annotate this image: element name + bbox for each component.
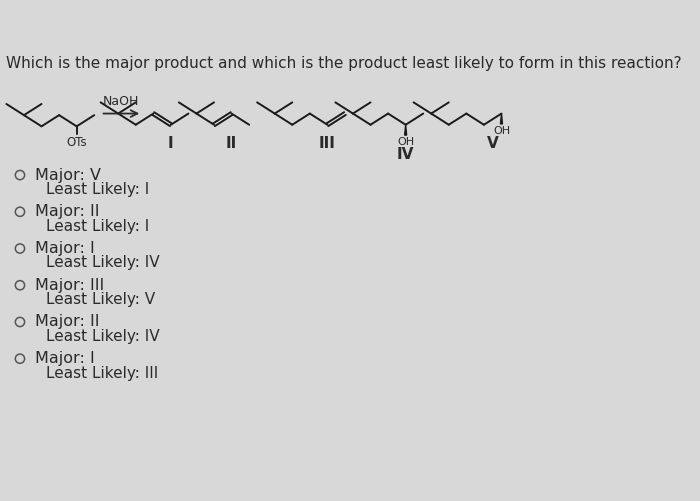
Text: Major: II: Major: II — [35, 315, 99, 330]
Text: II: II — [226, 136, 237, 151]
Text: IV: IV — [397, 147, 414, 162]
Text: OH: OH — [397, 137, 414, 147]
Text: Major: I: Major: I — [35, 241, 95, 256]
Text: Which is the major product and which is the product least likely to form in this: Which is the major product and which is … — [6, 56, 682, 71]
Text: Least Likely: I: Least Likely: I — [46, 218, 149, 233]
Text: OTs: OTs — [66, 136, 87, 149]
Text: Major: V: Major: V — [35, 167, 101, 182]
Text: Major: II: Major: II — [35, 204, 99, 219]
Text: Least Likely: IV: Least Likely: IV — [46, 256, 159, 271]
Text: Major: III: Major: III — [35, 278, 104, 293]
Text: III: III — [319, 136, 336, 151]
Text: Least Likely: I: Least Likely: I — [46, 182, 149, 197]
Text: V: V — [486, 136, 498, 151]
Text: Major: I: Major: I — [35, 351, 95, 366]
Polygon shape — [500, 114, 503, 124]
Text: OH: OH — [493, 126, 510, 136]
Text: I: I — [168, 136, 174, 151]
Text: Least Likely: III: Least Likely: III — [46, 366, 158, 381]
Text: NaOH: NaOH — [103, 95, 139, 108]
Text: Least Likely: V: Least Likely: V — [46, 292, 155, 307]
Text: Least Likely: IV: Least Likely: IV — [46, 329, 159, 344]
Polygon shape — [405, 125, 407, 135]
